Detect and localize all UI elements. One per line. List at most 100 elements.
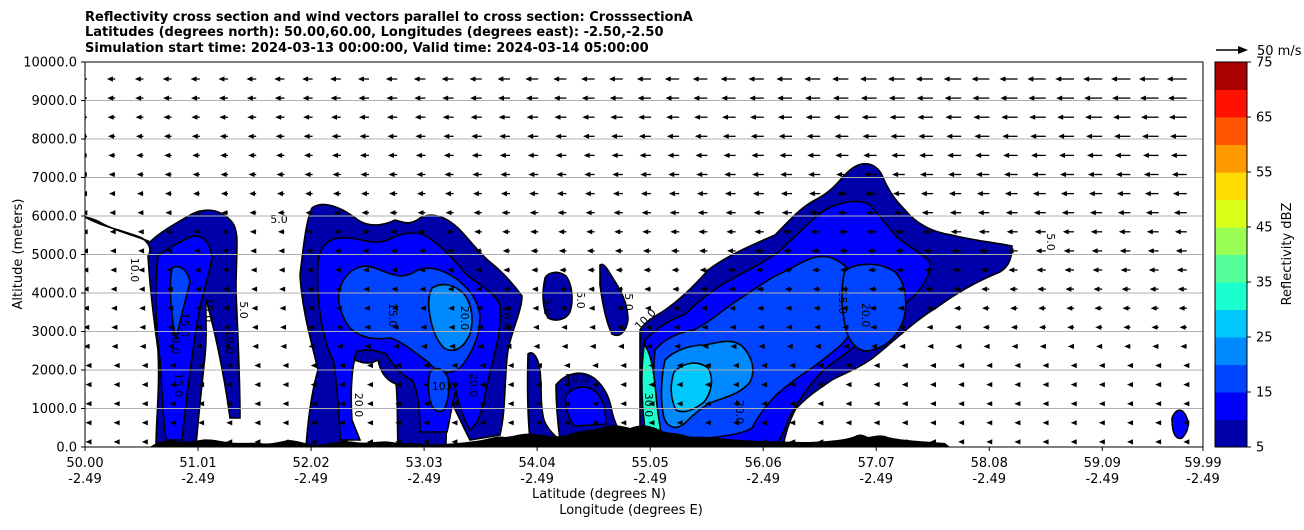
wind-arrow [668, 171, 680, 178]
wind-arrow [1116, 191, 1131, 197]
wind-arrow [497, 76, 510, 82]
wind-arrow [250, 248, 257, 254]
wind-arrow [498, 114, 510, 120]
wind-arrow [896, 286, 905, 292]
wind-arrow [335, 305, 342, 311]
wind-arrow [1088, 191, 1103, 197]
wind-arrow [254, 362, 261, 369]
wind-arrow [555, 152, 567, 158]
wind-arrow [944, 95, 962, 101]
wind-arrow [139, 305, 146, 311]
colorbar-tick-label: 25 [1256, 331, 1273, 346]
wind-arrow [192, 171, 200, 178]
wind-arrow [413, 76, 426, 82]
wind-arrow [1042, 420, 1049, 426]
wind-arrow [748, 76, 764, 82]
wind-arrow [832, 76, 849, 82]
wind-arrow [1093, 286, 1103, 292]
wind-arrow [749, 95, 764, 101]
wind-arrow [1003, 152, 1018, 158]
wind-arrow [1067, 343, 1074, 349]
wind-arrow [278, 248, 285, 254]
wind-arrow [615, 267, 623, 273]
wind-arrow [1084, 95, 1103, 101]
y-tick-label: 5000.0 [32, 248, 78, 263]
x-tick-label-lon: -2.49 [1085, 472, 1119, 487]
wind-arrow [85, 171, 87, 178]
colorbar-segment [1215, 62, 1247, 90]
colorbar-segment [1215, 172, 1247, 200]
wind-arrow [676, 401, 683, 407]
wind-arrow [507, 401, 514, 407]
wind-arrow [1144, 191, 1159, 197]
wind-arrow [107, 114, 116, 120]
wind-arrow [254, 382, 261, 388]
wind-arrow [1014, 362, 1021, 369]
wind-arrow [85, 210, 88, 216]
x-tick-label-lon: -2.49 [633, 472, 667, 487]
y-tick-label: 2000.0 [32, 364, 78, 379]
wind-arrow [1155, 382, 1162, 388]
wind-arrow [499, 152, 510, 158]
wind-arrow [165, 229, 172, 235]
wind-arrow [451, 420, 458, 426]
wind-arrow [169, 401, 176, 407]
wind-arrow [221, 229, 228, 235]
wind-arrow [1085, 114, 1103, 120]
wind-arrow [1042, 382, 1049, 388]
wind-arrow [248, 171, 257, 178]
wind-arrow [1098, 420, 1105, 426]
wind-arrow [701, 324, 708, 330]
wind-arrow [221, 191, 228, 197]
wind-arrow [870, 324, 877, 330]
wind-arrow [553, 76, 567, 82]
wind-arrow [360, 191, 369, 197]
wind-arrow [869, 305, 877, 311]
wind-arrow [1172, 191, 1187, 197]
wind-arrow [891, 152, 905, 158]
wind-arrow [310, 382, 317, 388]
wind-arrow [835, 152, 849, 158]
wind-arrow [862, 133, 877, 139]
colorbar-segment [1215, 419, 1247, 448]
wind-arrow [845, 382, 852, 388]
wind-arrow [789, 401, 796, 407]
wind-arrow [782, 229, 792, 235]
reflectivity-region [427, 367, 450, 413]
wind-arrow [474, 248, 482, 254]
wind-arrow [926, 324, 933, 330]
wind-arrow [669, 210, 680, 216]
wind-arrow [980, 267, 990, 273]
wind-arrow [643, 267, 651, 273]
colorbar-segment [1215, 337, 1247, 365]
wind-arrow [676, 382, 683, 388]
wind-arrow [620, 420, 627, 426]
wind-arrow [420, 305, 427, 311]
wind-arrow [581, 95, 595, 101]
wind-arrow [894, 229, 905, 235]
wind-arrow [331, 133, 341, 139]
wind-arrow [1173, 210, 1187, 216]
wind-arrow [587, 267, 595, 273]
wind-arrow [423, 362, 430, 369]
colorbar-tick-label: 55 [1256, 166, 1273, 181]
wind-arrow [1086, 152, 1103, 158]
wind-arrow [391, 305, 398, 311]
wind-arrow [1124, 343, 1131, 349]
wind-arrow [784, 286, 792, 292]
wind-arrow [389, 210, 398, 216]
wind-arrow [446, 248, 454, 254]
wind-arrow [507, 420, 514, 426]
wind-arrow [897, 305, 905, 311]
wind-arrow [583, 152, 595, 158]
wind-arrow [610, 133, 623, 139]
wind-arrow [728, 286, 736, 292]
wind-arrow [696, 191, 708, 197]
wind-arrow [750, 133, 764, 139]
wind-arrow [667, 152, 680, 158]
wind-arrow [108, 171, 116, 178]
colorbar-segment [1215, 89, 1247, 118]
wind-arrow [251, 286, 258, 292]
wind-arrow [704, 401, 711, 407]
wind-arrow [449, 343, 456, 349]
